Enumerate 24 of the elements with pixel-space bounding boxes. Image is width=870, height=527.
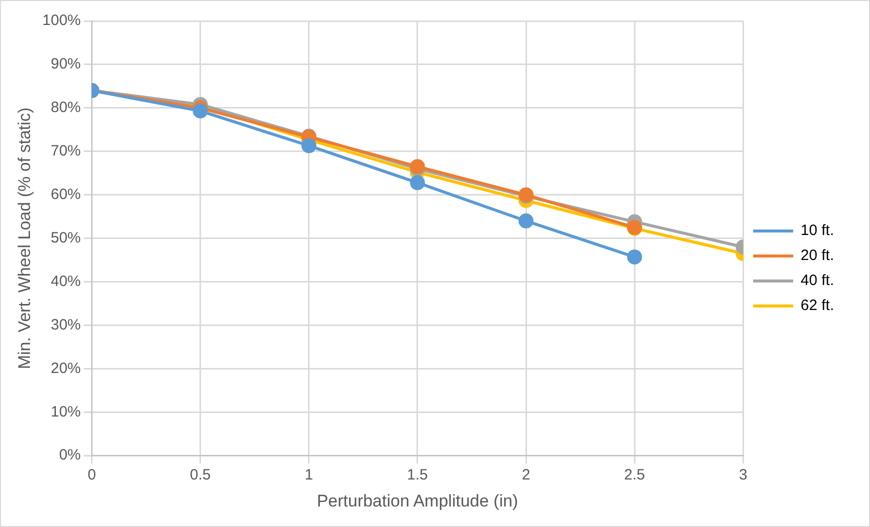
x-tick-label: 3 xyxy=(738,466,748,484)
x-tick-label: 0 xyxy=(88,466,96,484)
y-tick-label: 100% xyxy=(42,12,81,30)
y-tick-label: 30% xyxy=(50,316,81,334)
legend-label: 62 ft. xyxy=(800,297,834,314)
y-tick-label: 50% xyxy=(50,229,81,246)
legend-label: 20 ft. xyxy=(800,247,834,264)
y-tick-label: 0% xyxy=(59,446,81,464)
y-tick-label: 20% xyxy=(50,360,81,377)
y-tick-label: 70% xyxy=(50,142,81,160)
y-axis-title: Min. Vert. Wheel Load (% of static) xyxy=(14,107,34,370)
x-axis-title: Perturbation Amplitude (in) xyxy=(316,491,518,510)
x-tick-label: 2 xyxy=(522,466,530,484)
x-tick-label: 1.5 xyxy=(407,466,428,484)
y-tick-label: 90% xyxy=(50,56,81,73)
x-tick-label: 2.5 xyxy=(624,466,646,484)
y-tick-label: 60% xyxy=(50,186,81,203)
y-tick-label: 40% xyxy=(50,272,81,290)
y-tick-label: 10% xyxy=(50,403,81,420)
x-tick-label: 0.5 xyxy=(190,466,211,484)
legend-label: 10 ft. xyxy=(800,222,834,240)
y-tick-label: 80% xyxy=(50,99,81,116)
x-tick-label: 1 xyxy=(304,466,314,484)
legend-label: 40 ft. xyxy=(800,272,834,290)
